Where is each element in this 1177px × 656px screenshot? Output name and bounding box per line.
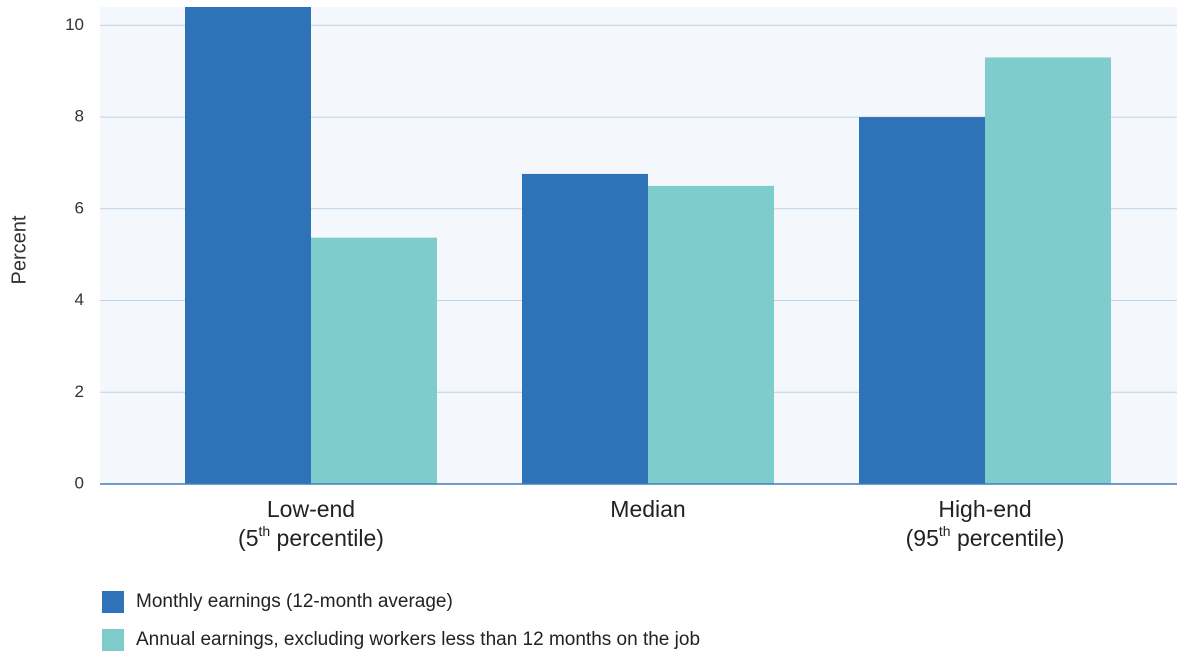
x-tick-label: Median: [610, 496, 685, 522]
y-tick-label: 0: [75, 473, 84, 492]
x-tick-label-part: percentile): [270, 525, 384, 551]
x-tick-label-part: (95: [906, 525, 939, 551]
bar: [859, 117, 985, 485]
y-tick-label: 2: [75, 382, 84, 401]
y-tick-label: 10: [65, 15, 84, 34]
bar: [985, 57, 1111, 484]
legend-label: Annual earnings, excluding workers less …: [136, 629, 700, 650]
bar: [185, 7, 311, 484]
x-tick-label-sup: th: [939, 523, 951, 539]
legend-swatch: [102, 629, 124, 651]
y-tick-label: 4: [75, 290, 84, 309]
x-tick-label-part: (5: [238, 525, 258, 551]
x-tick-label: Low-end: [267, 496, 355, 522]
bar: [311, 237, 437, 484]
x-tick-label-part: percentile): [951, 525, 1065, 551]
x-tick-label: High-end: [938, 496, 1031, 522]
y-axis-label: Percent: [8, 215, 30, 284]
legend-label: Monthly earnings (12-month average): [136, 591, 453, 612]
legend-swatch: [102, 591, 124, 613]
bar: [648, 185, 774, 484]
x-tick-label: (95th percentile): [906, 523, 1065, 551]
x-tick-label-sup: th: [258, 523, 270, 539]
bar: [522, 173, 648, 484]
y-tick-label: 8: [75, 107, 84, 126]
y-tick-label: 6: [75, 198, 84, 217]
x-tick-label: (5th percentile): [238, 523, 384, 551]
